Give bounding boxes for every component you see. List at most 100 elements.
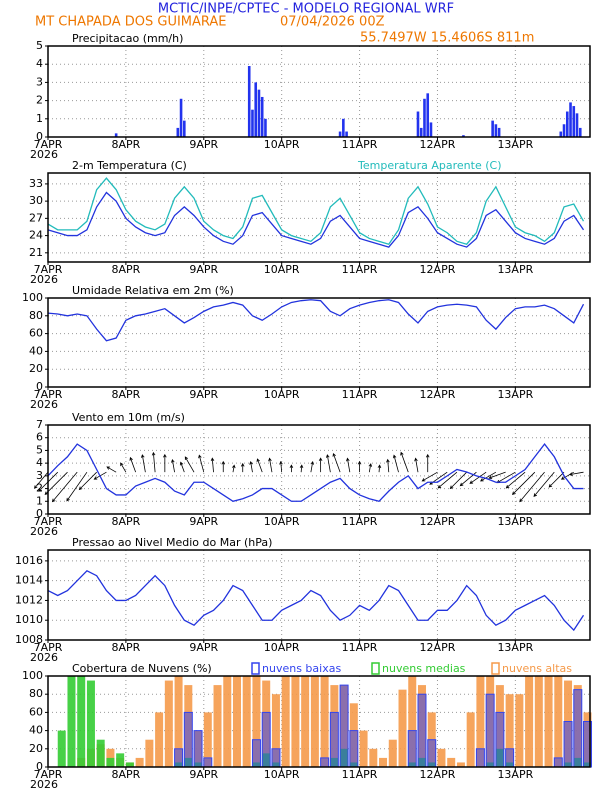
- x-tick-label: 10APR: [264, 768, 300, 781]
- plot-frame: [47, 172, 591, 263]
- cloud-bar: [349, 730, 359, 768]
- cloud-bar: [145, 739, 154, 767]
- cloud-bar: [379, 757, 388, 767]
- y-tick-label: 2: [36, 94, 43, 107]
- x-tick-label: 12APR: [420, 768, 456, 781]
- cloud-bar: [329, 711, 339, 768]
- wind-arrow: [400, 451, 409, 473]
- wind-arrow: [33, 471, 49, 489]
- y-tick-label: 33: [29, 177, 43, 190]
- x-tick-label: 7APR: [34, 515, 63, 528]
- bar: [562, 124, 566, 137]
- cloud-bar: [116, 753, 125, 767]
- cloud-bar: [77, 676, 86, 767]
- cloud-bar: [310, 676, 319, 767]
- cloud-bar: [505, 694, 514, 767]
- x-tick-label: 9APR: [189, 263, 218, 276]
- wind-arrow: [240, 462, 245, 473]
- x-tick-label: 7APR: [34, 641, 63, 654]
- bar: [426, 93, 430, 137]
- wind-arrow: [414, 457, 419, 473]
- y-tick-label: 1012: [15, 593, 43, 606]
- bar: [264, 118, 267, 137]
- bar: [419, 127, 423, 137]
- x-tick-label: 13APR: [497, 641, 533, 654]
- bar: [462, 135, 465, 137]
- y-tick-label: 30: [29, 194, 43, 207]
- y-tick-label: 1: [36, 112, 43, 125]
- x-tick-label: 11APR: [342, 515, 378, 528]
- x-tick-label: 8APR: [111, 263, 140, 276]
- wind-arrow: [368, 463, 373, 473]
- bar: [429, 122, 433, 137]
- x-tick-label: 11APR: [342, 388, 378, 401]
- y-tick-label: 1016: [15, 554, 43, 567]
- wind-arrow: [357, 460, 362, 473]
- bar: [423, 98, 426, 137]
- plot-frame: [47, 549, 591, 641]
- x-tick-label: 13APR: [497, 263, 533, 276]
- y-tick-label: 60: [29, 327, 43, 340]
- x-year-label: 2026: [30, 778, 58, 791]
- bar: [247, 66, 251, 137]
- x-tick-label: 12APR: [420, 388, 456, 401]
- cloud-bar: [408, 676, 417, 767]
- cloud-bar: [437, 748, 446, 767]
- x-tick-label: 12APR: [420, 515, 456, 528]
- y-tick-label: 21: [29, 246, 43, 259]
- cloud-bar: [223, 676, 232, 767]
- wind-arrow: [106, 466, 117, 473]
- cloud-bar: [417, 693, 427, 768]
- cloud-bar: [320, 676, 329, 767]
- cloud-bar: [174, 676, 183, 767]
- wind-arrow: [163, 453, 167, 473]
- x-tick-label: 12APR: [420, 263, 456, 276]
- y-tick-label: 60: [29, 705, 43, 718]
- legend-swatch: [371, 662, 380, 675]
- y-tick-label: 20: [29, 742, 43, 755]
- header-title: MCTIC/INPE/CPTEC - MODELO REGIONAL WRF: [158, 2, 454, 17]
- cloud-bar: [242, 676, 251, 767]
- wind-arrow: [44, 471, 68, 496]
- wind-arrow: [289, 464, 294, 473]
- cloud-bar: [174, 748, 184, 768]
- cloud-bar: [466, 712, 475, 767]
- cloud-bar: [573, 689, 583, 768]
- x-tick-label: 10APR: [264, 388, 300, 401]
- cloud-bar: [398, 689, 407, 767]
- cloud-bar: [359, 730, 368, 767]
- wind-arrow: [256, 458, 263, 473]
- cloud-bar: [339, 684, 349, 768]
- cloud-bar: [251, 739, 261, 768]
- cloud-bar: [563, 721, 573, 768]
- cloud-bar: [86, 680, 95, 767]
- cloud-bar: [534, 676, 543, 767]
- wind-arrow: [459, 471, 477, 487]
- wind-arrow: [392, 454, 399, 473]
- y-tick-label: 0: [36, 380, 43, 393]
- x-tick-label: 7APR: [34, 768, 63, 781]
- series-line: [47, 191, 585, 248]
- wind-arrow: [505, 471, 526, 489]
- x-tick-label: 11APR: [342, 138, 378, 151]
- cloud-bar: [388, 739, 397, 767]
- header-coords: 55.7497W 15.4606S 811m: [360, 31, 534, 46]
- wind-arrow: [279, 460, 283, 473]
- bar: [342, 118, 345, 137]
- wind-arrow: [511, 471, 536, 496]
- cloud-bar: [232, 676, 241, 767]
- bar: [260, 96, 264, 137]
- x-tick-label: 10APR: [264, 641, 300, 654]
- wind-arrow: [78, 471, 97, 491]
- x-tick-label: 8APR: [111, 138, 140, 151]
- wind-arrow: [437, 471, 458, 489]
- bar: [575, 113, 579, 137]
- y-tick-label: 7: [36, 418, 43, 431]
- bar: [491, 120, 494, 137]
- cloud-bar: [106, 757, 115, 767]
- cloud-bar: [505, 748, 515, 768]
- cloud-bar: [271, 748, 281, 768]
- wind-arrow: [533, 471, 555, 497]
- wind-arrow: [548, 471, 565, 488]
